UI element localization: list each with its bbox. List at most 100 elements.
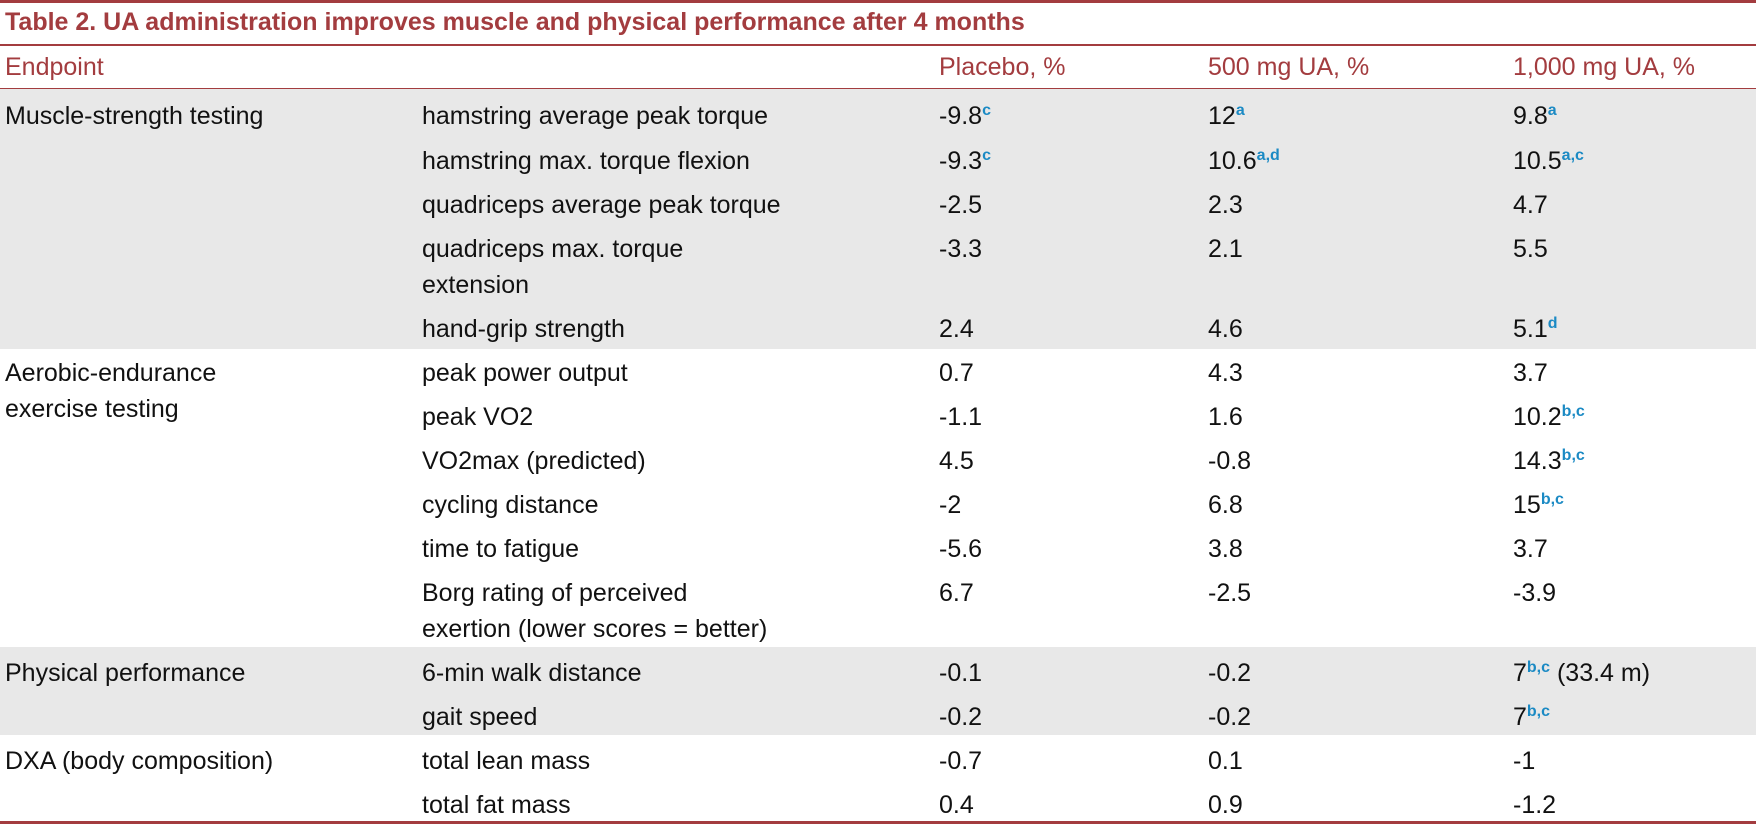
dose500-value-cell: 4.3 xyxy=(1208,355,1243,391)
measure-line: hand-grip strength xyxy=(422,311,625,347)
measure-line: time to fatigue xyxy=(422,531,579,567)
measure-cell: hand-grip strength xyxy=(422,311,625,347)
value-text: 9.8 xyxy=(1513,102,1548,130)
value-text: 15 xyxy=(1513,491,1541,519)
group-label: Physical performance xyxy=(5,655,245,691)
placebo-value-cell: -2.5 xyxy=(939,187,982,223)
value-text: 7 xyxy=(1513,659,1527,687)
value-text: 4.3 xyxy=(1208,359,1243,387)
value-text: -1.1 xyxy=(939,403,983,431)
measure-line: gait speed xyxy=(422,699,537,735)
dose500-value-cell: 6.8 xyxy=(1208,487,1243,523)
dose500-value-cell: 1.6 xyxy=(1208,399,1243,435)
measure-text: time to fatigue xyxy=(422,535,580,563)
value-text: -0.2 xyxy=(1208,703,1252,731)
value-text: -0.7 xyxy=(939,747,983,775)
dose500-value-cell: 2.1 xyxy=(1208,231,1243,267)
footnote-marker: b,c xyxy=(1561,447,1585,464)
value-text: 3.7 xyxy=(1513,359,1548,387)
measure-cell: total lean mass xyxy=(422,743,590,779)
value-text: -0.2 xyxy=(939,703,983,731)
group-label: Muscle-strength testing xyxy=(5,98,263,134)
value-text: 5.1 xyxy=(1513,315,1548,343)
measure-text: peak power output xyxy=(422,359,628,387)
placebo-value-cell: -2 xyxy=(939,487,961,523)
dose1000-value-cell: 5.5 xyxy=(1513,231,1548,267)
placebo-value-cell: -9.8c xyxy=(939,98,991,134)
footnote-marker: a,d xyxy=(1256,147,1280,164)
measure-cell: VO2max (predicted) xyxy=(422,443,646,479)
measure-text: VO xyxy=(422,447,459,475)
measure-text: peak VO xyxy=(422,403,520,431)
measure-line: Borg rating of perceived xyxy=(422,575,767,611)
group-label: Aerobic-endurance exercise testing xyxy=(5,355,216,427)
group-band-physical-performance xyxy=(0,647,1756,735)
measure-text: hand-grip strength xyxy=(422,315,625,343)
dose500-value-cell: 0.1 xyxy=(1208,743,1243,779)
measure-text: gait speed xyxy=(422,703,538,731)
value-text: -2 xyxy=(939,491,962,519)
header-placebo: Placebo, % xyxy=(939,53,1066,81)
measure-cell: quadriceps max. torque extension xyxy=(422,231,683,303)
measure-line: cycling distance xyxy=(422,487,598,523)
value-text: 0.7 xyxy=(939,359,974,387)
group-label-line: Muscle-strength testing xyxy=(5,102,264,130)
group-label: DXA (body composition) xyxy=(5,743,273,779)
measure-cell: cycling distance xyxy=(422,487,598,523)
group-label-line: DXA (body composition) xyxy=(5,747,274,775)
measure-line: peak VO2 xyxy=(422,399,533,435)
measure-cell: quadriceps average peak torque xyxy=(422,187,781,223)
measure-cell: hamstring max. torque flexion xyxy=(422,143,750,179)
placebo-value-cell: 4.5 xyxy=(939,443,974,479)
dose1000-value-cell: 9.8a xyxy=(1513,98,1557,134)
measure-cell: hamstring average peak torque xyxy=(422,98,768,134)
value-text: 4.5 xyxy=(939,447,974,475)
footnote-marker: a xyxy=(1547,102,1557,119)
value-text: -0.2 xyxy=(1208,659,1252,687)
value-text: -3.9 xyxy=(1513,579,1557,607)
value-text: 3.8 xyxy=(1208,535,1243,563)
header-500mg: 500 mg UA, % xyxy=(1208,53,1370,81)
measure-text: hamstring average peak torque xyxy=(422,102,769,130)
dose1000-value-cell: 7b,c (33.4 m) xyxy=(1513,655,1650,691)
footnote-marker: b,c xyxy=(1526,659,1551,676)
measure-cell: total fat mass xyxy=(422,787,571,823)
value-text: -2.5 xyxy=(939,191,983,219)
value-text: 14.3 xyxy=(1513,447,1562,475)
measure-text: cycling distance xyxy=(422,491,599,519)
value-text: 2.3 xyxy=(1208,191,1243,219)
value-text: 6.7 xyxy=(939,579,974,607)
footnote-marker: c xyxy=(982,102,991,119)
measure-subscript: 2 xyxy=(519,403,534,431)
dose500-value-cell: -2.5 xyxy=(1208,575,1251,611)
footnote-marker: b,c xyxy=(1526,703,1551,720)
bottom-rule xyxy=(0,821,1756,824)
measure-text: Borg rating of perceived xyxy=(422,579,688,607)
measure-line: hamstring average peak torque xyxy=(422,98,768,134)
dose500-value-cell: -0.2 xyxy=(1208,699,1251,735)
placebo-value-cell: 0.7 xyxy=(939,355,974,391)
placebo-value-cell: 2.4 xyxy=(939,311,974,347)
dose1000-value-cell: 15b,c xyxy=(1513,487,1564,523)
value-text: -1 xyxy=(1513,747,1536,775)
table-title: Table 2. UA administration improves musc… xyxy=(5,8,1025,36)
dose500-value-cell: -0.2 xyxy=(1208,655,1251,691)
value-text: -9.3 xyxy=(939,147,983,175)
value-text: 6.8 xyxy=(1208,491,1243,519)
value-text: 7 xyxy=(1513,703,1527,731)
dose1000-value-cell: 10.2b,c xyxy=(1513,399,1585,435)
measure-line: total lean mass xyxy=(422,743,590,779)
dose1000-value-cell: 14.3b,c xyxy=(1513,443,1585,479)
value-text: 2.1 xyxy=(1208,235,1243,263)
value-text: -0.8 xyxy=(1208,447,1252,475)
dose500-value-cell: 10.6a,d xyxy=(1208,143,1280,179)
measure-text: 6-min walk distance xyxy=(422,659,642,687)
measure-line: peak power output xyxy=(422,355,628,391)
top-rule xyxy=(0,0,1756,3)
value-text: 4.7 xyxy=(1513,191,1548,219)
measure-text: quadriceps average peak torque xyxy=(422,191,781,219)
group-band-muscle-strength xyxy=(0,89,1756,349)
measure-line: quadriceps max. torque xyxy=(422,231,683,267)
measure-suffix: (predicted) xyxy=(519,447,646,475)
